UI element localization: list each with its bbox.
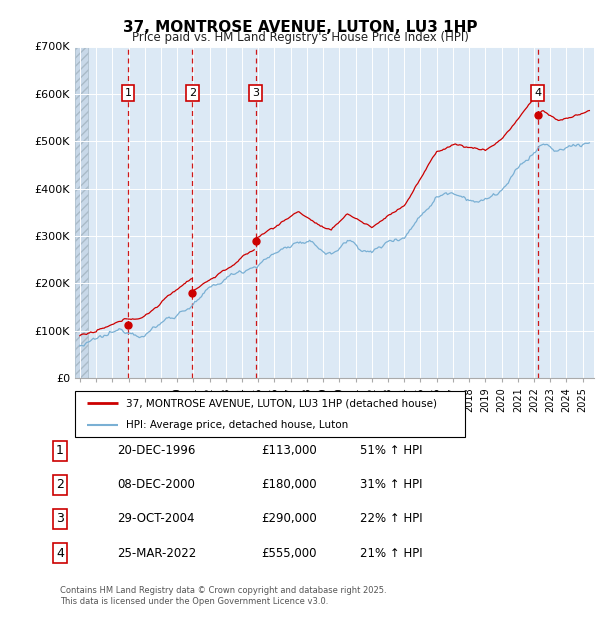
Text: 08-DEC-2000: 08-DEC-2000 [117,479,195,491]
Text: 2: 2 [56,479,64,491]
Text: 21% ↑ HPI: 21% ↑ HPI [360,547,422,559]
Text: 31% ↑ HPI: 31% ↑ HPI [360,479,422,491]
Text: 4: 4 [56,547,64,559]
Text: 4: 4 [534,88,541,98]
Text: Price paid vs. HM Land Registry's House Price Index (HPI): Price paid vs. HM Land Registry's House … [131,31,469,44]
Text: 1: 1 [124,88,131,98]
Text: HPI: Average price, detached house, Luton: HPI: Average price, detached house, Luto… [126,420,348,430]
Text: £555,000: £555,000 [261,547,317,559]
Text: 3: 3 [56,513,64,525]
Bar [75,46,88,378]
Text: 29-OCT-2004: 29-OCT-2004 [117,513,194,525]
Text: £290,000: £290,000 [261,513,317,525]
Text: 25-MAR-2022: 25-MAR-2022 [117,547,196,559]
Text: 37, MONTROSE AVENUE, LUTON, LU3 1HP (detached house): 37, MONTROSE AVENUE, LUTON, LU3 1HP (det… [126,398,437,408]
Text: £180,000: £180,000 [261,479,317,491]
Text: 1: 1 [56,445,64,457]
Text: 3: 3 [252,88,259,98]
Text: This data is licensed under the Open Government Licence v3.0.: This data is licensed under the Open Gov… [60,597,328,606]
Text: 2: 2 [188,88,196,98]
Text: 37, MONTROSE AVENUE, LUTON, LU3 1HP: 37, MONTROSE AVENUE, LUTON, LU3 1HP [123,20,477,35]
Text: 51% ↑ HPI: 51% ↑ HPI [360,445,422,457]
Text: Contains HM Land Registry data © Crown copyright and database right 2025.: Contains HM Land Registry data © Crown c… [60,586,386,595]
Text: £113,000: £113,000 [261,445,317,457]
Text: 20-DEC-1996: 20-DEC-1996 [117,445,196,457]
Text: 22% ↑ HPI: 22% ↑ HPI [360,513,422,525]
